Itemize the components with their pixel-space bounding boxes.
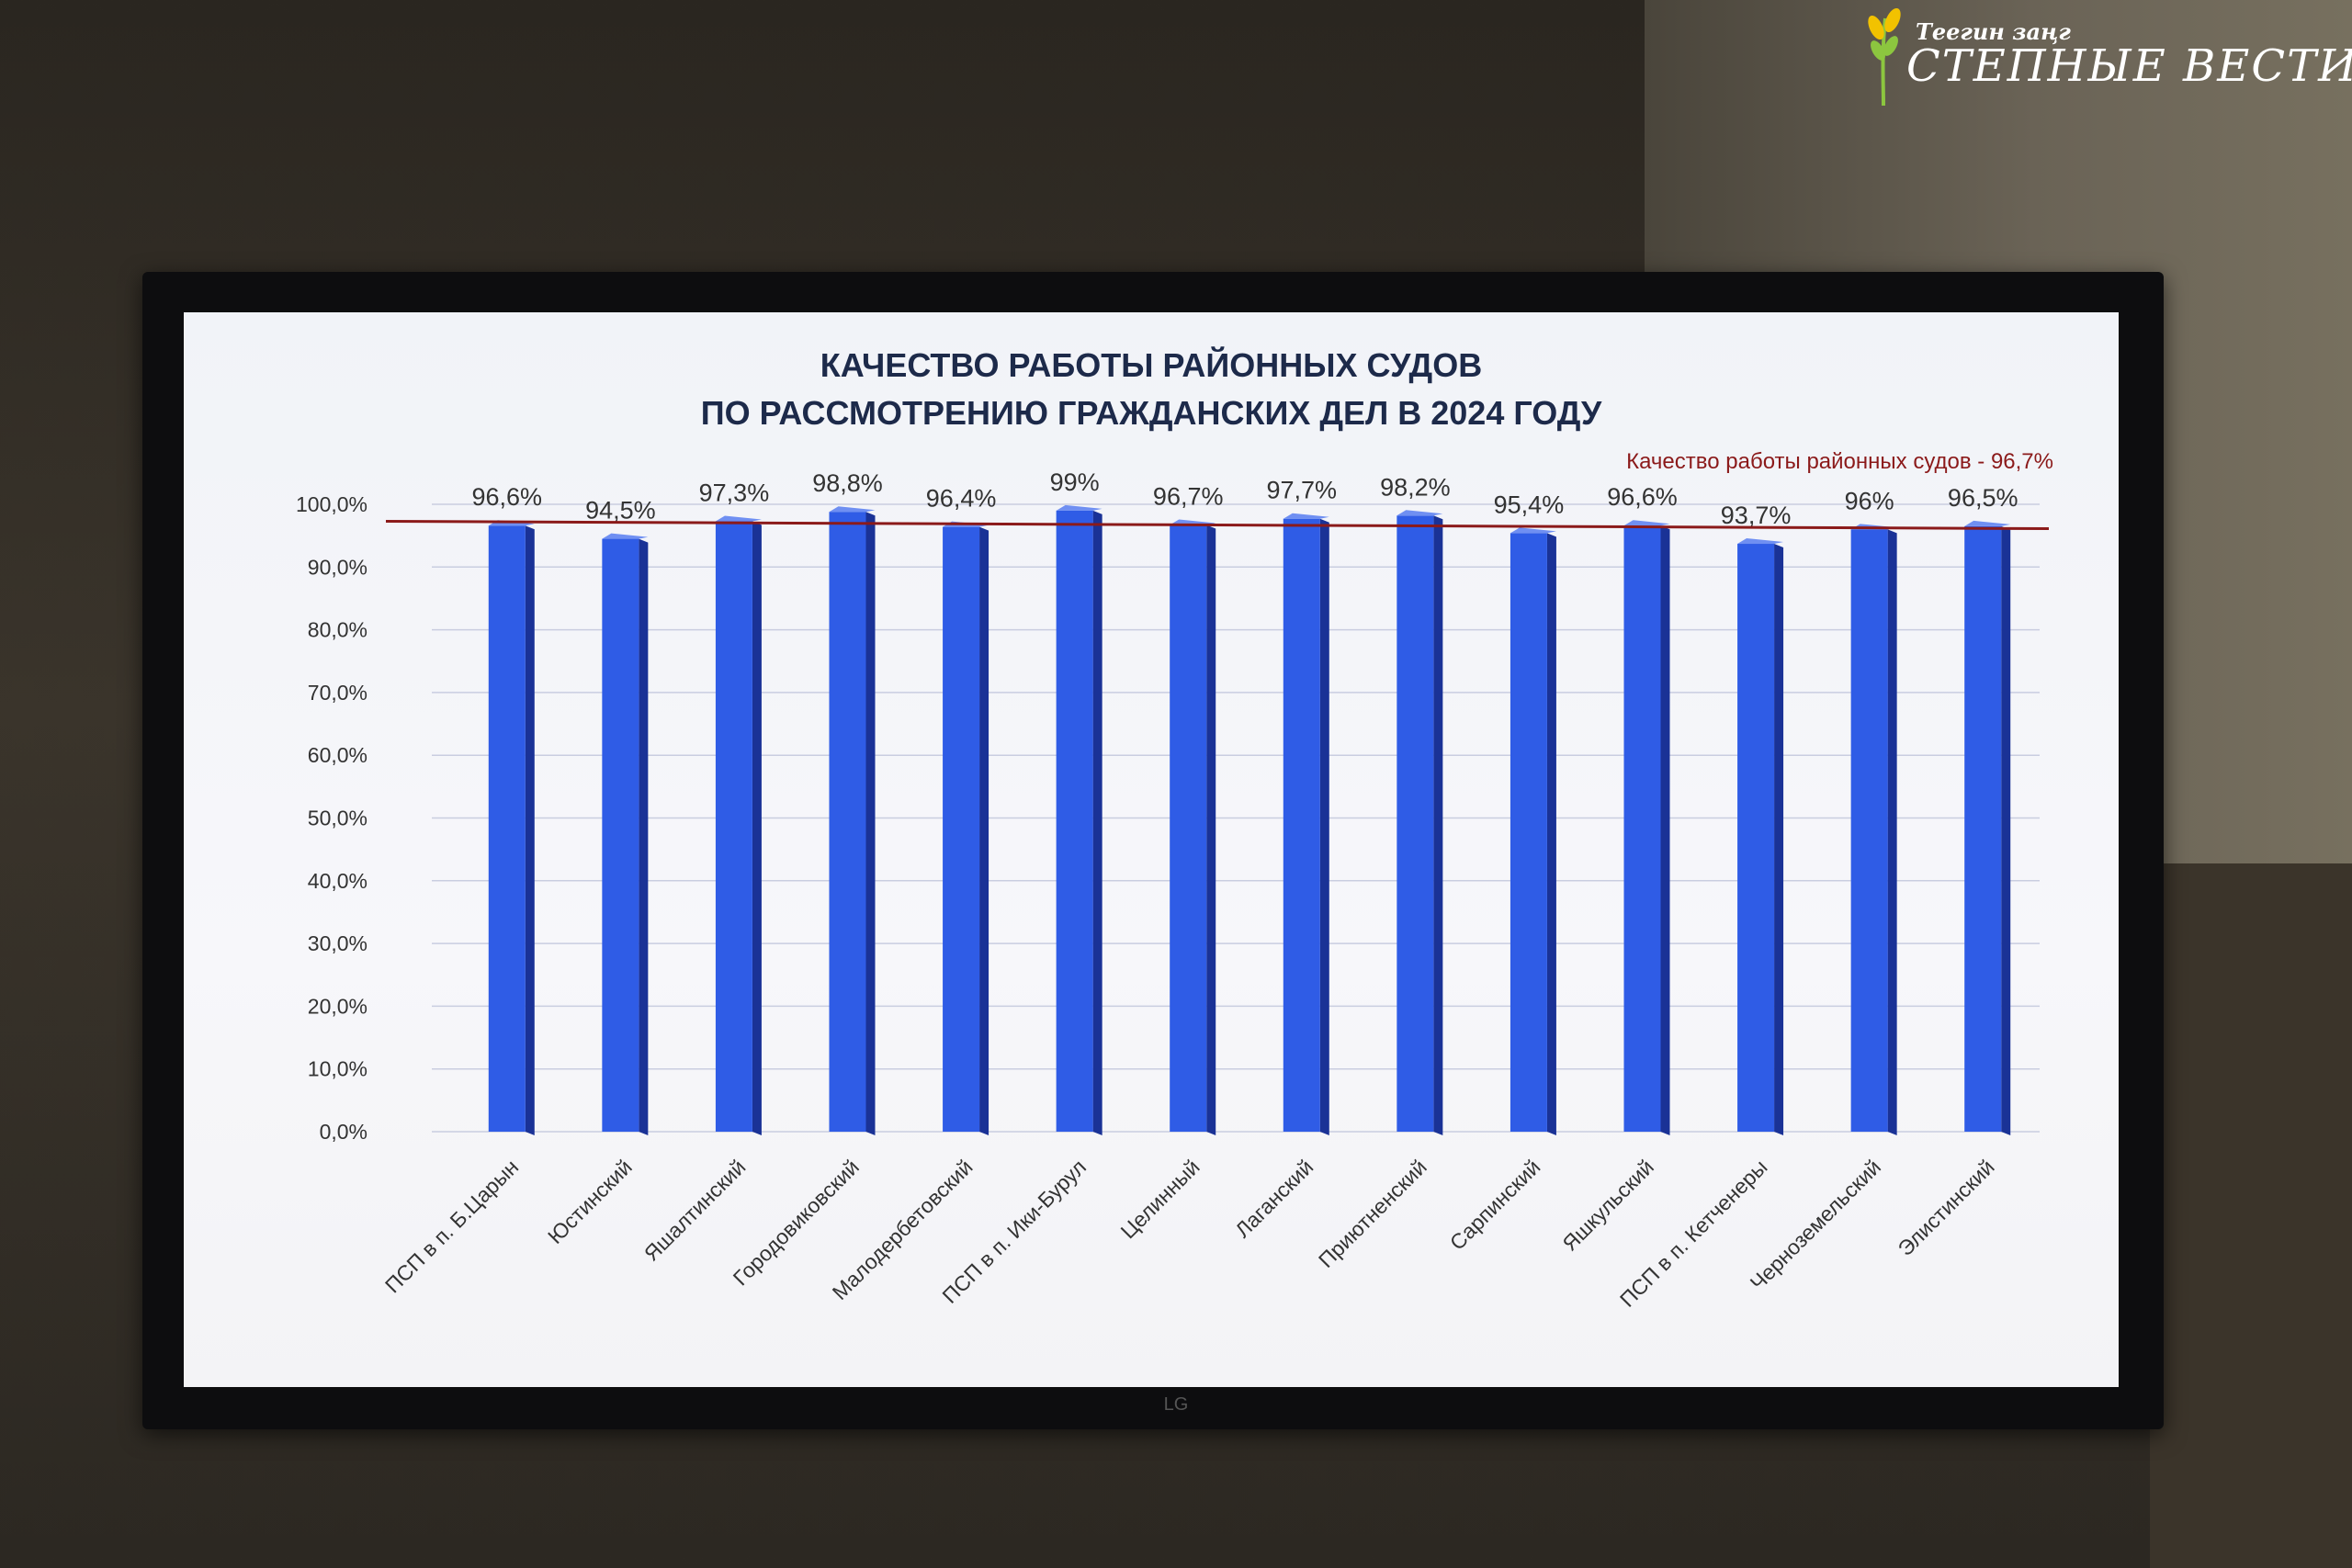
chart-title-line: ПО РАССМОТРЕНИЮ ГРАЖДАНСКИХ ДЕЛ В 2024 Г… (701, 394, 1602, 432)
bar-side (1092, 510, 1102, 1135)
bar (1850, 529, 1888, 1132)
bar-top (829, 506, 876, 513)
y-tick-label: 30,0% (308, 931, 368, 955)
bar-side (1319, 518, 1329, 1135)
category-label: Сарпинский (1445, 1155, 1545, 1255)
data-label: 96,5% (1948, 484, 2018, 512)
y-tick-label: 40,0% (308, 869, 368, 893)
y-tick-label: 20,0% (308, 994, 368, 1018)
data-label: 98,8% (812, 469, 883, 497)
data-label: 95,4% (1494, 491, 1565, 518)
data-label: 96,6% (1607, 483, 1678, 511)
bar-top (1737, 538, 1784, 545)
data-label: 96,7% (1153, 483, 1224, 511)
bar-side (1660, 525, 1670, 1135)
y-tick-label: 100,0% (296, 492, 368, 516)
wheat-icon (1868, 7, 1901, 107)
bar-top (1283, 513, 1329, 519)
data-label: 99% (1050, 468, 1100, 496)
bar-top (602, 533, 649, 539)
bar (1396, 515, 1434, 1132)
bar (488, 525, 526, 1132)
bar (943, 526, 980, 1132)
bar-top (1510, 527, 1556, 534)
background-wall-lower (2150, 863, 2352, 1568)
publisher-name: СТЕПНЫЕ ВЕСТИ (1906, 40, 2352, 92)
bar-top (1056, 504, 1102, 511)
data-label: 96,4% (926, 485, 997, 513)
reference-line-label: Качество работы районных судов - 96,7% (1626, 449, 2053, 474)
y-tick-label: 50,0% (308, 807, 368, 830)
y-tick-label: 70,0% (308, 681, 368, 705)
y-tick-label: 90,0% (308, 555, 368, 579)
bar (829, 512, 866, 1132)
bar-side (2001, 525, 2011, 1135)
publisher-subtitle: Теегин заңг (1916, 18, 2071, 45)
bar (602, 538, 639, 1132)
category-label: Юстинский (543, 1155, 637, 1248)
bar-top (1964, 520, 2011, 526)
data-label: 93,7% (1721, 502, 1792, 529)
bar (1170, 525, 1207, 1132)
bar (1737, 544, 1775, 1132)
category-label: Элистинский (1894, 1155, 1999, 1260)
bar-side (1433, 515, 1443, 1135)
data-label: 96,6% (472, 483, 543, 511)
bar-side (1206, 525, 1216, 1135)
tv-brand-logo: LG (1163, 1394, 1189, 1415)
bar-side (639, 538, 649, 1135)
data-label: 94,5% (585, 497, 656, 525)
bar (1283, 518, 1320, 1132)
bar-top (1396, 510, 1443, 516)
publisher-logo (1856, 0, 2352, 110)
bar (715, 521, 752, 1132)
bar (1623, 525, 1661, 1132)
category-label: Яшалтинский (639, 1155, 751, 1266)
bar-side (865, 512, 876, 1135)
y-tick-label: 0,0% (320, 1120, 368, 1144)
bar (1056, 510, 1093, 1132)
y-tick-label: 80,0% (308, 618, 368, 642)
category-label: Яшкульский (1557, 1155, 1658, 1256)
y-tick-label: 60,0% (308, 743, 368, 767)
category-label: Целинный (1116, 1155, 1204, 1243)
category-label: Городовиковский (729, 1155, 864, 1290)
category-label: ПСП в п. Б.Царын (380, 1155, 523, 1297)
bar-side (1887, 529, 1897, 1135)
reference-line (385, 520, 2050, 531)
data-label: 97,3% (699, 479, 770, 506)
chart: 0,0% 10,0% 20,0% 30,0% 40,0% 50,0% 60,0% 70,0% 8… (296, 345, 2053, 1312)
bar (1964, 525, 2002, 1132)
chart-title-line: КАЧЕСТВО РАБОТЫ РАЙОННЫХ СУДОВ (820, 345, 1482, 384)
bar-side (752, 521, 762, 1135)
data-label: 96% (1845, 487, 1894, 514)
data-label: 97,7% (1267, 477, 1338, 504)
bar-side (1774, 544, 1784, 1135)
bar-side (1546, 533, 1556, 1135)
category-label: Приютненский (1314, 1155, 1431, 1272)
category-label: Лаганский (1230, 1155, 1317, 1242)
bar-side (525, 525, 535, 1135)
data-label: 98,2% (1380, 473, 1451, 501)
bar (1510, 533, 1547, 1132)
bar-top (1623, 520, 1670, 526)
y-tick-label: 10,0% (308, 1057, 368, 1081)
bar-top (715, 515, 762, 522)
bar-side (979, 526, 989, 1135)
presentation-screen: 0,0% 10,0% 20,0% 30,0% 40,0% 50,0% 60,0% 70,0% 8… (184, 312, 2119, 1387)
